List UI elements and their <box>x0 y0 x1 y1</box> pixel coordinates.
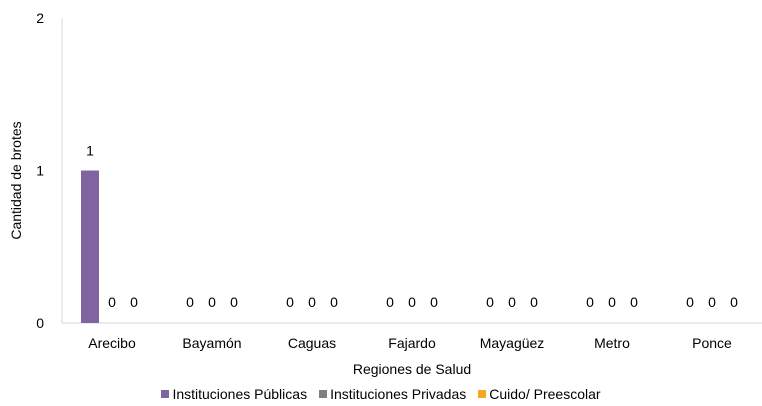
legend-swatch <box>161 390 169 398</box>
data-label: 0 <box>308 294 316 310</box>
y-tick-label: 2 <box>36 10 44 26</box>
data-label: 0 <box>130 294 138 310</box>
x-tick-label: Caguas <box>288 335 336 351</box>
y-axis-title: Cantidad de brotes <box>8 121 24 239</box>
bars <box>81 171 99 324</box>
data-label: 0 <box>730 294 738 310</box>
x-tick-label: Metro <box>594 335 630 351</box>
y-axis-ticks: 0 1 2 <box>36 10 44 331</box>
x-axis-title: Regiones de Salud <box>353 361 471 377</box>
data-label: 0 <box>408 294 416 310</box>
data-label: 0 <box>708 294 716 310</box>
data-label: 1 <box>86 143 94 159</box>
legend-item: Cuido/ Preescolar <box>478 386 600 402</box>
data-label: 0 <box>108 294 116 310</box>
legend-label: Instituciones Privadas <box>330 386 466 402</box>
legend-label: Instituciones Públicas <box>172 386 307 402</box>
legend-swatch <box>319 390 327 398</box>
bar <box>81 171 99 324</box>
x-tick-label: Arecibo <box>88 335 136 351</box>
data-label: 0 <box>530 294 538 310</box>
legend-item: Instituciones Privadas <box>319 386 466 402</box>
data-label: 0 <box>330 294 338 310</box>
data-label: 0 <box>208 294 216 310</box>
data-label: 0 <box>386 294 394 310</box>
y-tick-label: 0 <box>36 315 44 331</box>
legend-swatch <box>478 390 486 398</box>
data-label: 0 <box>508 294 516 310</box>
data-label: 0 <box>186 294 194 310</box>
data-label: 0 <box>586 294 594 310</box>
x-tick-label: Fajardo <box>388 335 436 351</box>
legend: Instituciones Públicas Instituciones Priv… <box>0 386 762 402</box>
data-label: 0 <box>608 294 616 310</box>
data-label: 0 <box>630 294 638 310</box>
data-label: 0 <box>686 294 694 310</box>
legend-label: Cuido/ Preescolar <box>489 386 600 402</box>
x-axis-ticks: Arecibo Bayamón Caguas Fajardo Mayagüez Metro… <box>88 335 732 351</box>
legend-item: Instituciones Públicas <box>161 386 307 402</box>
x-tick-label: Mayagüez <box>480 335 545 351</box>
data-label: 0 <box>230 294 238 310</box>
x-tick-label: Ponce <box>692 335 732 351</box>
y-tick-label: 1 <box>36 163 44 179</box>
data-label: 0 <box>286 294 294 310</box>
x-tick-label: Bayamón <box>182 335 241 351</box>
data-labels: 10 0 0 0 0 0 0 0 0 0 0 0 0 0 0 0 0 0 0 0 <box>86 143 738 311</box>
data-label: 0 <box>430 294 438 310</box>
data-label: 0 <box>486 294 494 310</box>
